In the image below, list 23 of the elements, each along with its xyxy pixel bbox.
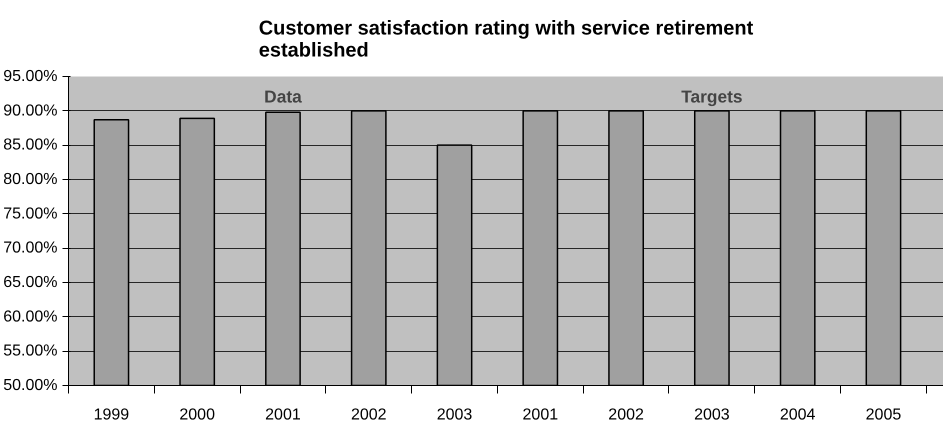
x-tick-label: 1999	[94, 406, 130, 422]
x-tick-label: 2003	[694, 406, 730, 422]
x-tick-label: 2002	[350, 406, 387, 422]
y-tick-label: 80.00%	[3, 171, 58, 188]
y-tick-label: 60.00%	[3, 308, 58, 326]
chart-title: Customer satisfaction rating with service retirement established	[258, 18, 754, 62]
y-tick-label: 55.00%	[3, 342, 58, 360]
x-tick-label: 2000	[179, 406, 216, 422]
y-tick-label: 85.00%	[3, 136, 58, 154]
y-tick-label: 90.00%	[3, 102, 58, 120]
x-tick-label: 2002	[608, 406, 644, 422]
x-tick-label: 2004	[780, 406, 816, 422]
annotation: Data	[264, 86, 302, 107]
y-tick-label: 65.00%	[3, 274, 58, 291]
y-tick-label: 95.00%	[3, 68, 58, 85]
x-tick-label: 2001	[265, 406, 301, 422]
x-tick-label: 2003	[436, 406, 472, 422]
y-tick-label: 50.00%	[3, 377, 58, 394]
y-tick-label: 75.00%	[3, 205, 58, 222]
y-tick-label: 70.00%	[3, 240, 58, 257]
x-tick-label: 2005	[866, 406, 902, 422]
annotation: Targets	[681, 86, 743, 107]
x-tick-label: 2001	[522, 406, 558, 422]
